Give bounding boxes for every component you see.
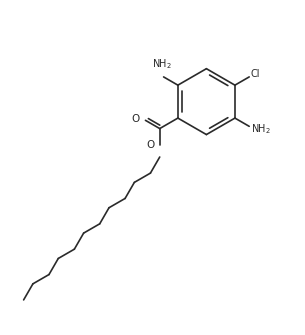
- Text: O: O: [146, 140, 154, 150]
- Text: NH$_2$: NH$_2$: [251, 122, 271, 136]
- Text: NH$_2$: NH$_2$: [152, 57, 172, 71]
- Text: O: O: [131, 114, 139, 124]
- Text: Cl: Cl: [251, 69, 260, 79]
